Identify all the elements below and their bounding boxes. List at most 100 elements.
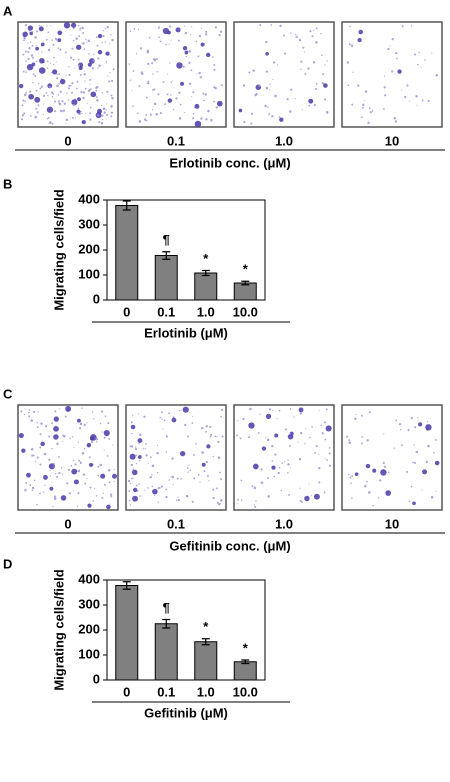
cell bbox=[290, 32, 292, 34]
cell bbox=[255, 500, 257, 502]
cell bbox=[33, 454, 35, 457]
cell bbox=[40, 422, 43, 425]
cell bbox=[90, 88, 92, 90]
cell bbox=[50, 24, 52, 26]
cell bbox=[130, 424, 136, 430]
cell bbox=[54, 410, 57, 413]
cell bbox=[289, 110, 292, 113]
cell bbox=[94, 487, 96, 489]
cell bbox=[151, 109, 154, 111]
micrograph bbox=[341, 404, 443, 511]
cell bbox=[34, 75, 37, 78]
cell bbox=[47, 122, 49, 125]
cell bbox=[140, 71, 144, 74]
cell bbox=[97, 49, 103, 55]
cell bbox=[204, 33, 208, 36]
cell bbox=[300, 60, 303, 63]
cell bbox=[36, 111, 39, 114]
cell bbox=[151, 464, 155, 468]
cell bbox=[371, 110, 374, 112]
image-frame bbox=[341, 404, 443, 511]
cell bbox=[176, 477, 179, 480]
cell bbox=[55, 61, 57, 63]
cell bbox=[426, 420, 429, 423]
cell bbox=[84, 482, 87, 485]
cell bbox=[90, 91, 97, 98]
cell bbox=[303, 51, 305, 53]
cell bbox=[257, 432, 260, 434]
cell bbox=[78, 35, 81, 38]
cell bbox=[90, 441, 94, 444]
cell bbox=[31, 31, 34, 33]
cell bbox=[217, 440, 220, 444]
cell bbox=[351, 45, 353, 48]
cell bbox=[153, 102, 157, 106]
error-bar bbox=[122, 200, 131, 211]
x-tick-label: 0.1 bbox=[157, 304, 175, 319]
cell bbox=[97, 465, 100, 468]
cell bbox=[102, 30, 105, 32]
cell bbox=[205, 52, 211, 58]
cell bbox=[168, 412, 171, 415]
cell bbox=[23, 37, 26, 40]
cell bbox=[135, 454, 138, 457]
cell bbox=[274, 453, 277, 456]
cell bbox=[77, 97, 81, 102]
cell bbox=[81, 26, 84, 30]
cell bbox=[77, 58, 80, 61]
cell bbox=[352, 71, 354, 73]
cell bbox=[191, 26, 193, 28]
cell bbox=[383, 108, 385, 111]
cell bbox=[349, 25, 351, 28]
cell bbox=[49, 469, 51, 471]
cell bbox=[295, 35, 298, 38]
cell bbox=[99, 463, 102, 467]
cell bbox=[79, 73, 82, 76]
cell bbox=[310, 495, 312, 497]
cell bbox=[191, 96, 193, 98]
y-tick-label: 200 bbox=[78, 241, 100, 256]
cell bbox=[39, 492, 41, 495]
cell bbox=[133, 477, 135, 479]
cell bbox=[434, 438, 437, 441]
cell bbox=[218, 33, 221, 37]
cell bbox=[37, 82, 40, 85]
cell bbox=[430, 495, 434, 499]
cell bbox=[133, 28, 136, 30]
cell bbox=[196, 72, 198, 74]
cell bbox=[59, 48, 62, 51]
cell bbox=[177, 499, 181, 502]
cell bbox=[220, 415, 222, 418]
cell bbox=[82, 91, 86, 94]
cell bbox=[414, 426, 417, 429]
cell bbox=[30, 419, 33, 422]
image-caption: 1.0 bbox=[275, 516, 293, 531]
cell bbox=[383, 75, 386, 77]
cell bbox=[79, 462, 82, 465]
cell bbox=[30, 447, 34, 451]
cell bbox=[42, 94, 46, 97]
cell bbox=[287, 459, 289, 461]
bar bbox=[194, 272, 218, 301]
cell bbox=[265, 86, 269, 90]
cell bbox=[58, 471, 61, 475]
cell bbox=[279, 117, 284, 122]
cell bbox=[175, 97, 178, 100]
y-tick-label: 200 bbox=[78, 621, 100, 636]
cell bbox=[108, 438, 111, 440]
cell bbox=[20, 410, 23, 413]
cell bbox=[86, 442, 92, 448]
cell bbox=[137, 112, 139, 115]
cell bbox=[67, 468, 70, 471]
cell bbox=[418, 51, 420, 54]
cell bbox=[433, 451, 435, 454]
cell bbox=[147, 82, 150, 85]
cell bbox=[62, 440, 64, 443]
cell bbox=[259, 413, 261, 415]
cell bbox=[410, 485, 413, 488]
cell bbox=[91, 67, 94, 70]
cell bbox=[56, 442, 59, 446]
cell bbox=[157, 27, 160, 29]
cell bbox=[97, 57, 100, 60]
cell bbox=[106, 114, 109, 117]
